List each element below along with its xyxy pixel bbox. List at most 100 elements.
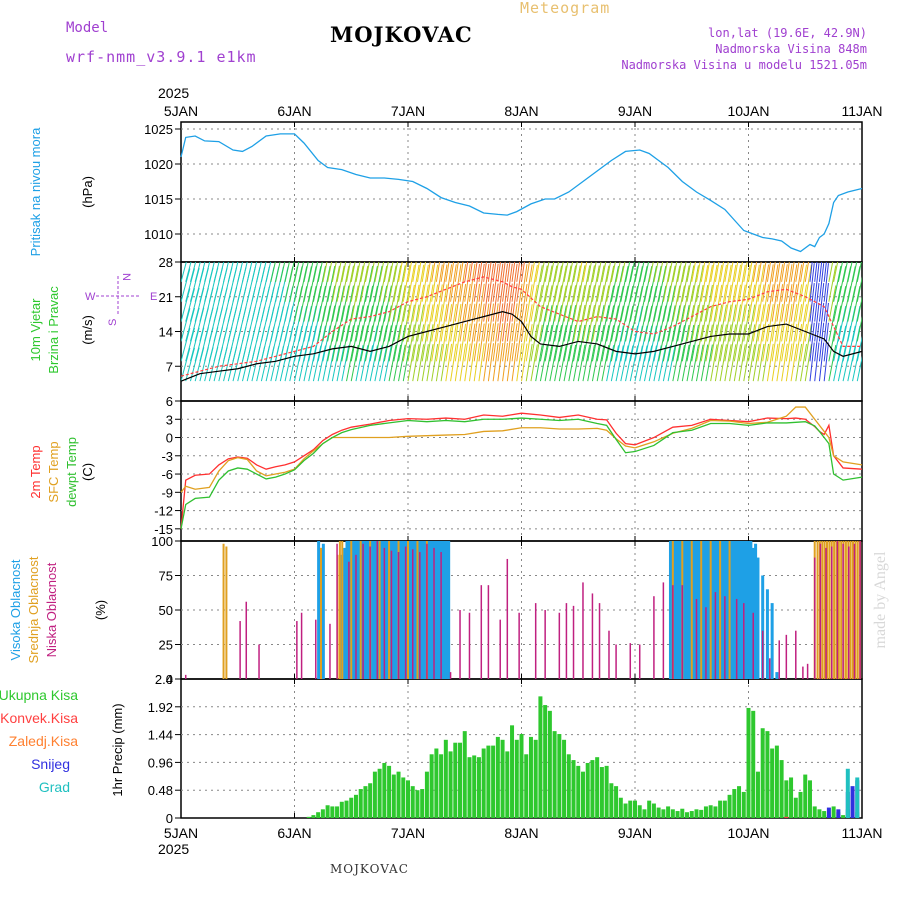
wind-arrow: [369, 325, 378, 362]
wind-arrow: [525, 343, 533, 382]
wind-arrow: [474, 262, 475, 263]
wind-arrow: [516, 343, 523, 382]
wind-arrow: [473, 283, 481, 322]
precip-0-bar: [547, 710, 552, 818]
cloud-high-bar: [761, 575, 765, 679]
wind-arrow: [535, 344, 543, 382]
wind-arrow: [852, 266, 861, 302]
wind-arrow: [435, 304, 443, 342]
wind-arrow: [601, 285, 610, 322]
wind-arrow: [492, 262, 497, 282]
wind-arrow: [658, 262, 660, 263]
wind-arrow: [379, 262, 385, 282]
wind-arrow: [610, 305, 619, 342]
wind-arrow: [535, 262, 537, 263]
wind-arrow: [710, 284, 718, 322]
wind-arrow: [795, 284, 803, 322]
wind-arrow: [507, 262, 508, 263]
wind-arrow: [327, 345, 336, 382]
wind-arrow: [795, 262, 800, 282]
wind-arrow: [511, 262, 516, 282]
wind-arrow: [364, 285, 374, 322]
wind-arrow: [700, 344, 709, 382]
precip-0-bar: [755, 771, 760, 818]
wind-arrow: [549, 325, 558, 362]
cloud-high-bar: [683, 541, 687, 679]
wind-arrow: [752, 344, 760, 382]
wind-arrow: [643, 262, 650, 282]
wind-arrow: [468, 283, 476, 322]
wind-arrow: [610, 285, 619, 322]
wind-arrow: [511, 263, 518, 302]
xtick-label-bottom: 11JAN: [842, 825, 883, 841]
wind-arrow: [856, 276, 862, 302]
precip-0-bar: [633, 800, 637, 818]
wind-arrow: [497, 323, 504, 362]
ytick-label: 1015: [144, 192, 173, 207]
wind-arrow: [629, 345, 639, 382]
wind-arrow: [828, 325, 837, 362]
cloud-ylabel: Visoka Oblacnost: [8, 559, 23, 660]
wind-arrow: [668, 262, 669, 263]
wind-arrow: [573, 262, 578, 282]
precip-4-bar: [855, 777, 860, 818]
wind-arrow: [677, 305, 685, 342]
wind-arrow: [431, 324, 439, 362]
wind-arrow: [497, 263, 504, 302]
wind-arrow: [606, 325, 615, 362]
cloud-unit: (%): [93, 600, 108, 620]
wind-arrow: [677, 325, 685, 362]
cloud-high-bar: [702, 541, 706, 679]
precip-0-bar: [576, 765, 581, 818]
wind-arrow: [539, 262, 545, 282]
wind-arrow: [412, 344, 420, 382]
wind-arrow: [289, 262, 291, 263]
wind-arrow: [464, 262, 469, 282]
cloud-mid-bar: [816, 541, 819, 679]
wind-arrow: [700, 262, 706, 282]
precip-0-bar: [699, 809, 704, 818]
wind-arrow: [563, 265, 572, 302]
wind-arrow: [497, 262, 501, 282]
wind-arrow: [620, 262, 622, 263]
wind-arrow: [185, 288, 196, 322]
wind-arrow: [800, 264, 807, 302]
wind-arrow: [662, 285, 671, 322]
wind-arrow: [331, 265, 340, 302]
cloud-mid-bar: [222, 543, 225, 679]
wind-arrow: [681, 285, 690, 322]
wind-arrow: [350, 285, 359, 322]
precip-0-bar: [623, 803, 628, 818]
wind-arrow: [800, 343, 807, 382]
wind-arrow: [838, 262, 839, 263]
wind-arrow: [790, 304, 798, 342]
precip-0-bar: [793, 797, 798, 818]
wind-unit: (m/s): [80, 315, 95, 345]
wind-arrow: [568, 285, 577, 322]
wind-arrow: [833, 262, 839, 282]
cloud-mid-bar: [225, 546, 228, 679]
wind-arrow: [677, 262, 682, 282]
wind-arrow: [558, 262, 564, 282]
precip-0-bar: [429, 754, 434, 818]
wind-arrow: [336, 345, 345, 382]
precip-0-bar: [467, 757, 472, 818]
ytick-label: -9: [161, 485, 173, 500]
wind-arrow: [346, 325, 355, 362]
cloud-mid-bar: [319, 547, 322, 679]
cloud-low-bar: [672, 585, 674, 679]
pressure-line: [180, 133, 863, 253]
wind-arrow: [308, 262, 310, 263]
wind-arrow: [350, 345, 359, 382]
cloud-low-bar: [761, 630, 764, 679]
cloud-low-bar: [544, 610, 546, 679]
wind-arrow: [483, 303, 490, 342]
cloud-high-bar: [697, 541, 701, 679]
temp-2-line: [180, 417, 863, 529]
wind-arrow: [233, 262, 234, 263]
cloud-low-bar: [695, 598, 698, 679]
precip-0-bar: [708, 805, 713, 818]
wind-arrow: [596, 285, 605, 322]
precip-0-bar: [519, 734, 524, 818]
ytick-label: 6: [166, 394, 173, 409]
